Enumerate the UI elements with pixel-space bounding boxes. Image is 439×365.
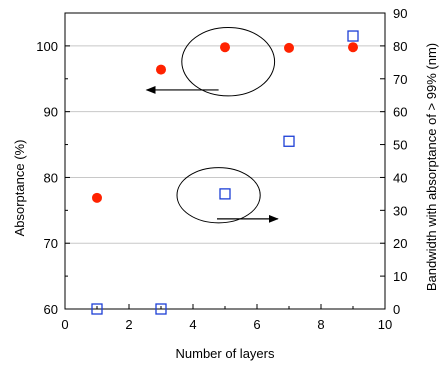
data-point-bandwidth	[155, 303, 167, 315]
annotation-ellipse	[176, 167, 261, 224]
y-left-tick-label: 60	[44, 302, 58, 317]
y-left-tick-label: 80	[44, 170, 58, 185]
data-marks	[91, 30, 359, 315]
x-tick-label: 2	[125, 317, 132, 332]
data-point-absorptance	[284, 42, 294, 53]
y-right-tick-label: 10	[393, 269, 407, 284]
y-right-tick-label: 50	[393, 138, 407, 153]
x-tick-label: 8	[317, 317, 324, 332]
y-right-tick-label: 70	[393, 72, 407, 87]
y-right-tick-label: 30	[393, 203, 407, 218]
data-point-bandwidth	[347, 30, 359, 42]
x-tick-label: 0	[61, 317, 68, 332]
y-left-tick-label: 90	[44, 105, 58, 120]
y-right-tick-label: 0	[393, 302, 400, 317]
data-point-absorptance	[92, 192, 102, 203]
x-axis-title: Number of layers	[176, 346, 275, 361]
data-point-bandwidth	[219, 188, 231, 200]
annotation-ellipse	[181, 26, 276, 97]
y-right-tick-label: 20	[393, 236, 407, 251]
data-point-absorptance	[348, 42, 358, 53]
x-tick-label: 6	[253, 317, 260, 332]
y-left-axis-title: Absorptance (%)	[12, 140, 27, 237]
grid-lines	[65, 45, 385, 310]
data-point-bandwidth	[283, 135, 295, 147]
y-right-tick-label: 60	[393, 105, 407, 120]
x-tick-label: 4	[189, 317, 196, 332]
data-point-absorptance	[156, 64, 166, 75]
data-point-bandwidth	[91, 303, 103, 315]
y-right-tick-label: 40	[393, 170, 407, 185]
x-tick-label: 10	[378, 317, 392, 332]
y-right-tick-label: 80	[393, 39, 407, 54]
y-right-tick-label: 90	[393, 6, 407, 21]
annotations	[145, 26, 279, 224]
y-left-tick-label: 70	[44, 236, 58, 251]
y-right-axis-title: Bandwidth with absorptance of > 99% (nm)	[424, 43, 439, 291]
y-left-tick-label: 100	[36, 39, 58, 54]
data-point-absorptance	[220, 42, 230, 53]
plot-frame	[64, 12, 386, 310]
